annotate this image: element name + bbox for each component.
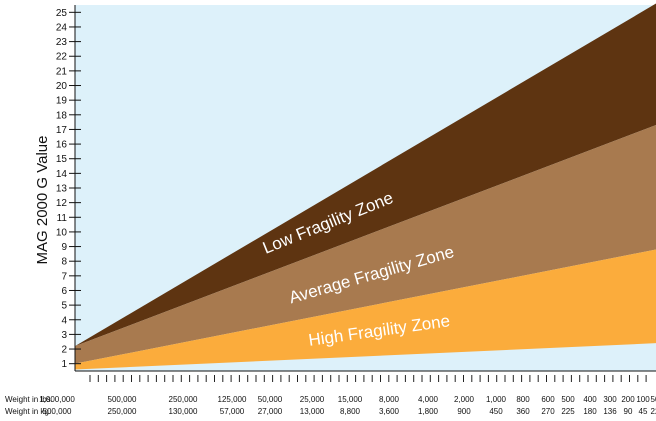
weight-value: 2,000 xyxy=(454,395,475,404)
y-tick-label: 19 xyxy=(56,96,68,107)
weight-value: 125,000 xyxy=(218,395,247,404)
y-tick-label: 4 xyxy=(61,315,67,326)
weight-value: 800 xyxy=(516,395,530,404)
weight-value: 225 xyxy=(561,407,575,416)
weight-value: 22 xyxy=(651,407,656,416)
y-tick-label: 1 xyxy=(61,359,67,370)
y-tick-label: 17 xyxy=(56,125,68,136)
weight-value: 1,800 xyxy=(418,407,439,416)
y-tick-label: 15 xyxy=(56,154,68,165)
y-tick-label: 18 xyxy=(56,110,68,121)
weight-value: 180 xyxy=(583,407,597,416)
weight-value: 13,000 xyxy=(300,407,325,416)
weight-row-label: Weight in lbs. xyxy=(5,395,53,404)
weight-value: 1,000 xyxy=(486,395,507,404)
zone-2 xyxy=(75,249,656,370)
weight-value: 4,000 xyxy=(418,395,439,404)
weight-value: 450 xyxy=(489,407,503,416)
weight-value: 100 xyxy=(636,395,650,404)
y-axis-title: MAG 2000 G Value xyxy=(34,136,51,265)
y-tick-label: 7 xyxy=(61,271,67,282)
y-tick-label: 23 xyxy=(56,37,68,48)
weight-value: 8,800 xyxy=(340,407,361,416)
weight-value: 900 xyxy=(457,407,471,416)
y-tick-label: 6 xyxy=(61,286,67,297)
y-tick-label: 3 xyxy=(61,330,67,341)
weight-value: 400 xyxy=(583,395,597,404)
y-tick-label: 21 xyxy=(56,66,68,77)
y-tick-label: 12 xyxy=(56,198,68,209)
weight-value: 250,000 xyxy=(169,395,198,404)
weight-value: 250,000 xyxy=(108,407,137,416)
weight-value: 50 xyxy=(651,395,656,404)
y-tick-label: 10 xyxy=(56,227,68,238)
weight-value: 600 xyxy=(541,395,555,404)
zone-0 xyxy=(75,3,656,347)
y-tick-label: 11 xyxy=(57,213,68,224)
weight-value: 90 xyxy=(624,407,633,416)
weight-value: 200 xyxy=(621,395,635,404)
y-tick-label: 8 xyxy=(61,257,67,268)
y-tick-label: 13 xyxy=(56,184,68,195)
weight-value: 500 xyxy=(561,395,575,404)
weight-value: 45 xyxy=(639,407,648,416)
weight-value: 130,000 xyxy=(169,407,198,416)
weight-value: 25,000 xyxy=(300,395,325,404)
weight-value: 3,600 xyxy=(379,407,400,416)
weight-value: 360 xyxy=(516,407,530,416)
zone-1 xyxy=(75,125,656,364)
weight-value: 50,000 xyxy=(258,395,283,404)
weight-value: 500,000 xyxy=(43,407,72,416)
y-tick-label: 24 xyxy=(56,22,68,33)
weight-value: 57,000 xyxy=(220,407,245,416)
weight-value: 270 xyxy=(541,407,555,416)
y-tick-label: 25 xyxy=(56,8,68,19)
weight-row-label: Weight in kg. xyxy=(5,407,51,416)
weight-value: 8,000 xyxy=(379,395,400,404)
y-tick-label: 22 xyxy=(56,52,68,63)
y-tick-label: 14 xyxy=(56,169,68,180)
y-tick-label: 16 xyxy=(56,140,68,151)
weight-value: 1,000,000 xyxy=(39,395,75,404)
y-tick-label: 9 xyxy=(61,242,67,253)
weight-value: 15,000 xyxy=(338,395,363,404)
y-tick-label: 2 xyxy=(61,345,67,356)
y-tick-label: 20 xyxy=(56,81,68,92)
y-tick-label: 5 xyxy=(61,301,67,312)
weight-value: 500,000 xyxy=(108,395,137,404)
weight-value: 27,000 xyxy=(258,407,283,416)
weight-value: 300 xyxy=(603,395,617,404)
weight-value: 136 xyxy=(603,407,617,416)
